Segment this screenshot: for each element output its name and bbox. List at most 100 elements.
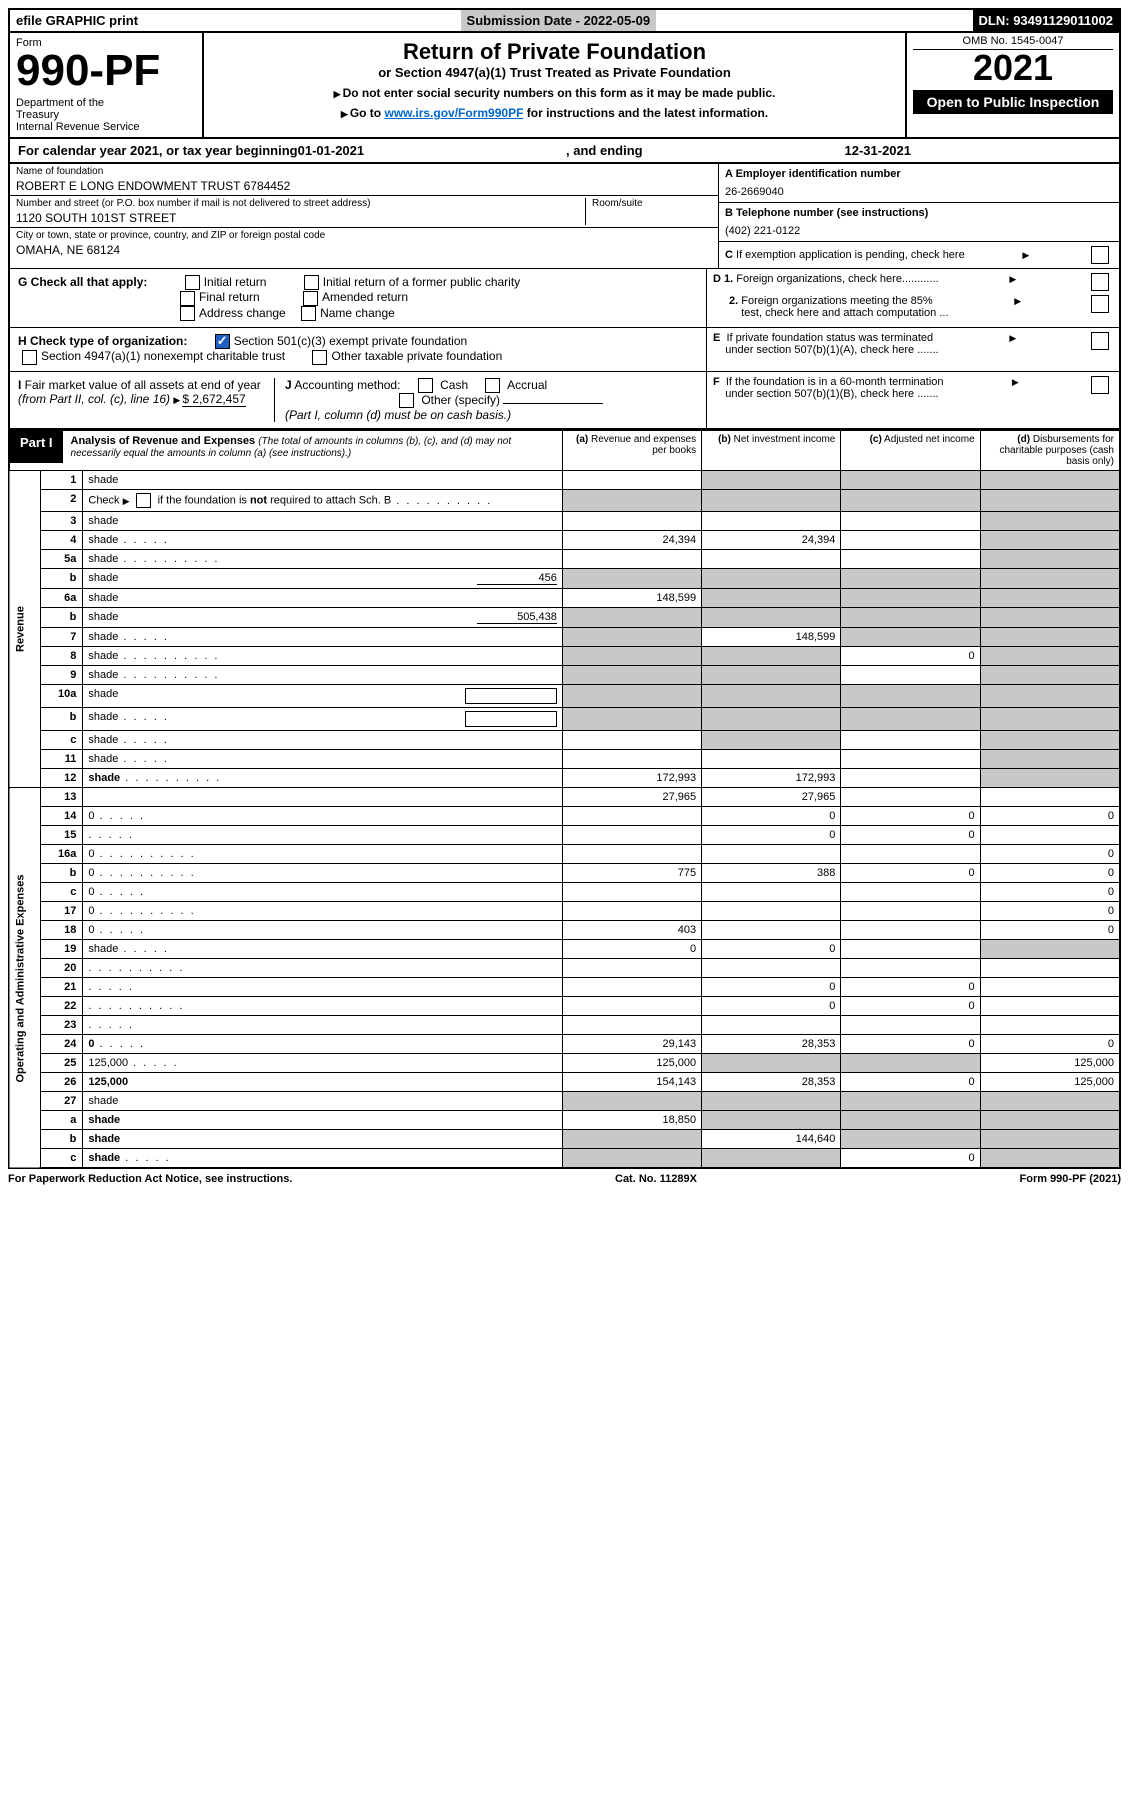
- amount-cell: [841, 1054, 980, 1073]
- amount-cell: [702, 1054, 841, 1073]
- line-number: 22: [40, 997, 83, 1016]
- table-row: 27shade: [9, 1092, 1120, 1111]
- line-number: 19: [40, 940, 83, 959]
- amount-cell: 28,353: [702, 1073, 841, 1092]
- table-row: 9shade: [9, 666, 1120, 685]
- line-description: shade: [83, 1149, 562, 1169]
- line-number: 8: [40, 647, 83, 666]
- amount-cell: [980, 788, 1120, 807]
- amount-cell: [841, 750, 980, 769]
- cb-other-method[interactable]: [399, 393, 414, 408]
- table-row: 1700: [9, 902, 1120, 921]
- line-number: b: [40, 708, 83, 731]
- form-number: 990-PF: [16, 49, 196, 93]
- cb-schb[interactable]: [136, 493, 151, 508]
- amount-cell: [980, 1016, 1120, 1035]
- table-row: 2200: [9, 997, 1120, 1016]
- amount-cell: [980, 1149, 1120, 1169]
- amount-cell: [562, 666, 701, 685]
- street-address: 1120 SOUTH 101ST STREET: [16, 211, 585, 225]
- line-number: 1: [40, 471, 83, 490]
- line-description: [83, 826, 562, 845]
- table-row: 2Check if the foundation is not required…: [9, 490, 1120, 512]
- amount-cell: [702, 1092, 841, 1111]
- cb-initial-return[interactable]: [185, 275, 200, 290]
- cb-amended-return[interactable]: [303, 291, 318, 306]
- section-f: F If the foundation is in a 60-month ter…: [706, 372, 1119, 429]
- cb-d1[interactable]: [1091, 273, 1109, 291]
- top-bar: efile GRAPHIC print Submission Date - 20…: [8, 8, 1121, 33]
- table-row: b077538800: [9, 864, 1120, 883]
- table-row: bshade505,438: [9, 608, 1120, 628]
- amount-cell: [841, 569, 980, 589]
- table-row: 16a00: [9, 845, 1120, 864]
- line-description: shade: [83, 940, 562, 959]
- cb-other-taxable[interactable]: [312, 350, 327, 365]
- amount-cell: [702, 708, 841, 731]
- line-description: 0: [83, 902, 562, 921]
- table-row: 140000: [9, 807, 1120, 826]
- amount-cell: [841, 666, 980, 685]
- cb-final-return[interactable]: [180, 291, 195, 306]
- amount-cell: [702, 512, 841, 531]
- table-row: 24029,14328,35300: [9, 1035, 1120, 1054]
- line-number: 6a: [40, 589, 83, 608]
- page-footer: For Paperwork Reduction Act Notice, see …: [8, 1173, 1121, 1185]
- cb-name-change[interactable]: [301, 306, 316, 321]
- table-row: 26125,000154,14328,3530125,000: [9, 1073, 1120, 1092]
- amount-cell: [562, 647, 701, 666]
- form-subtitle: or Section 4947(a)(1) Trust Treated as P…: [210, 65, 899, 80]
- amount-cell: [980, 940, 1120, 959]
- line-number: 25: [40, 1054, 83, 1073]
- line-description: [83, 788, 562, 807]
- amount-cell: [562, 550, 701, 569]
- line-description: [83, 997, 562, 1016]
- table-row: 3shade: [9, 512, 1120, 531]
- line-description: shade: [83, 531, 562, 550]
- table-row: c00: [9, 883, 1120, 902]
- cb-cash[interactable]: [418, 378, 433, 393]
- line-description: shade: [83, 1130, 562, 1149]
- cb-e[interactable]: [1091, 332, 1109, 350]
- instructions-link[interactable]: www.irs.gov/Form990PF: [384, 106, 523, 120]
- cb-4947a1[interactable]: [22, 350, 37, 365]
- cb-f[interactable]: [1091, 376, 1109, 394]
- col-b-header: (b) Net investment income: [702, 431, 841, 471]
- foundation-name: ROBERT E LONG ENDOWMENT TRUST 6784452: [16, 179, 712, 193]
- amount-cell: 148,599: [562, 589, 701, 608]
- amount-cell: [562, 750, 701, 769]
- table-row: 12shade172,993172,993: [9, 769, 1120, 788]
- amount-cell: 0: [702, 807, 841, 826]
- amount-cell: [562, 471, 701, 490]
- amount-cell: [980, 647, 1120, 666]
- line-description: shade505,438: [83, 608, 562, 628]
- cb-address-change[interactable]: [180, 306, 195, 321]
- line-description: 125,000: [83, 1073, 562, 1092]
- line-number: c: [40, 731, 83, 750]
- cb-501c3[interactable]: [215, 334, 230, 349]
- amount-cell: [702, 666, 841, 685]
- dept-label: Department of theTreasuryInternal Revenu…: [16, 97, 196, 133]
- line-number: 4: [40, 531, 83, 550]
- amount-cell: [562, 608, 701, 628]
- cb-initial-former[interactable]: [304, 275, 319, 290]
- amount-cell: [562, 708, 701, 731]
- amount-cell: 0: [841, 864, 980, 883]
- amount-cell: [841, 902, 980, 921]
- table-row: cshade: [9, 731, 1120, 750]
- amount-cell: [841, 512, 980, 531]
- submission-date: Submission Date - 2022-05-09: [461, 10, 657, 31]
- col-a-header: (a) Revenue and expenses per books: [562, 431, 701, 471]
- form-title: Return of Private Foundation: [210, 39, 899, 65]
- checkbox-c[interactable]: [1091, 246, 1109, 264]
- amount-cell: [841, 959, 980, 978]
- amount-cell: [702, 490, 841, 512]
- cb-accrual[interactable]: [485, 378, 500, 393]
- cb-d2[interactable]: [1091, 295, 1109, 313]
- amount-cell: [980, 531, 1120, 550]
- amount-cell: [980, 608, 1120, 628]
- amount-cell: 125,000: [980, 1054, 1120, 1073]
- identity-left: Name of foundation ROBERT E LONG ENDOWME…: [10, 164, 718, 268]
- line-description: shade: [83, 750, 562, 769]
- amount-cell: [980, 997, 1120, 1016]
